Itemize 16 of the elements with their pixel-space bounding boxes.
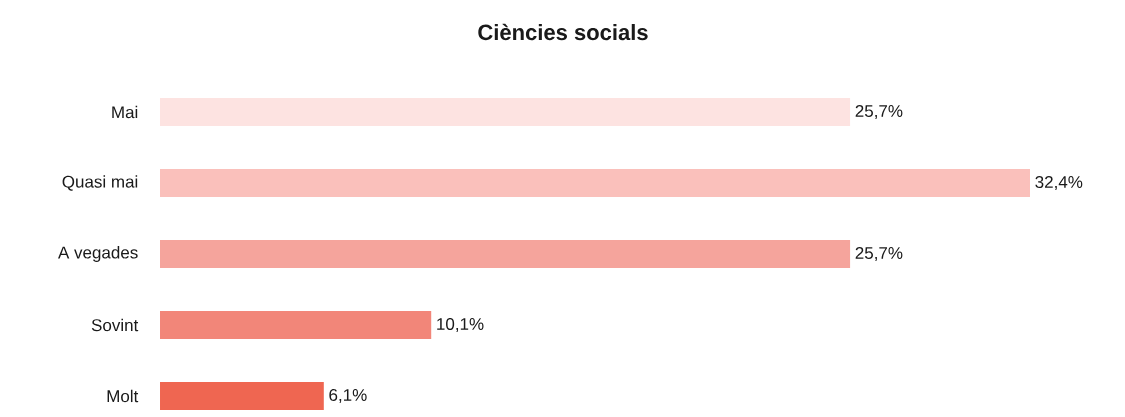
data-label: 6,1% [329,388,367,403]
y-tick-label: Quasi mai [62,175,138,191]
y-tick-label: A vegades [58,246,138,262]
y-tick-label: Mai [112,105,138,119]
y-tick-label: Sovint [91,318,139,332]
bar [160,239,851,268]
data-label: 25,7% [855,246,903,262]
y-tick-label: Molt [107,389,139,403]
data-label: 10,1% [437,317,484,333]
bar [160,381,324,410]
data-label: 32,4% [1035,175,1083,191]
chart-title: Ciències socials [478,23,648,41]
bar [160,310,432,339]
bar [160,97,851,126]
data-label: 25,7% [855,104,903,120]
bar [160,168,1030,197]
